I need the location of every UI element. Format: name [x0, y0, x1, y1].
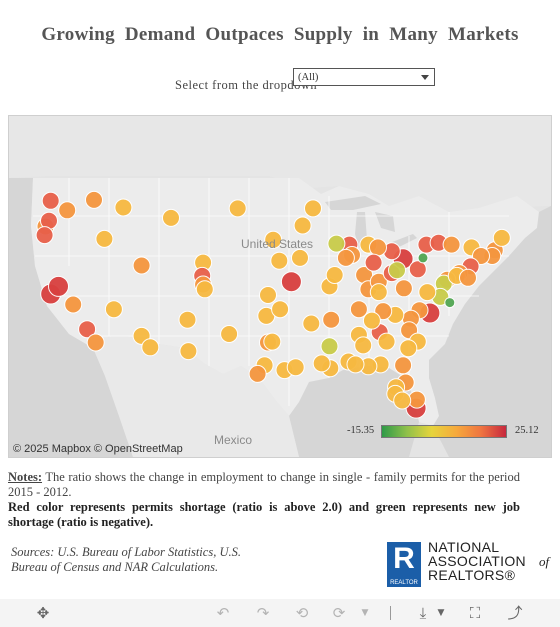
filter-dropdown[interactable]: (All) — [293, 68, 435, 86]
map-canvas[interactable] — [9, 116, 551, 457]
map-marker[interactable] — [369, 238, 387, 257]
map-marker[interactable] — [346, 355, 365, 374]
map-marker[interactable] — [220, 325, 239, 343]
page-title: Growing Demand Outpaces Supply in Many M… — [41, 24, 519, 45]
map-marker[interactable] — [322, 310, 341, 329]
realtor-r-icon: R REALTOR — [387, 542, 421, 587]
map-marker[interactable] — [320, 337, 339, 356]
map-marker[interactable] — [293, 216, 312, 235]
legend-max-label: 25.12 — [515, 425, 539, 436]
refresh-icon[interactable]: ⟳ — [332, 604, 346, 622]
toolbar-divider — [390, 606, 391, 620]
map-marker[interactable] — [132, 256, 151, 275]
pacific-ocean — [9, 178, 133, 457]
country-label-mexico: Mexico — [214, 433, 253, 447]
legend-color-bar — [381, 425, 507, 438]
chevron-down-icon[interactable]: ▼ — [361, 608, 369, 618]
map-marker[interactable] — [270, 251, 289, 270]
map-container[interactable]: United States Mexico -15.35 25.12 © 2025… — [8, 115, 552, 458]
map-marker[interactable] — [312, 354, 331, 373]
nar-wordmark: NATIONAL ASSOCIATION REALTORS® — [428, 539, 526, 583]
map-attribution[interactable]: © 2025 Mapbox © OpenStreetMap — [13, 443, 183, 455]
map-marker[interactable] — [271, 300, 290, 319]
map-marker[interactable] — [259, 286, 277, 304]
map-marker[interactable] — [264, 230, 283, 249]
atlantic-ocean — [429, 206, 551, 457]
map-marker[interactable] — [248, 364, 267, 383]
map-marker[interactable] — [104, 300, 123, 319]
map-marker[interactable] — [354, 336, 373, 355]
chevron-down-icon[interactable]: ▼ — [437, 608, 445, 618]
map-marker[interactable] — [364, 253, 383, 272]
map-marker[interactable] — [41, 191, 60, 210]
map-marker[interactable] — [444, 297, 456, 309]
map-marker[interactable] — [442, 235, 461, 254]
map-marker[interactable] — [179, 342, 198, 361]
map-marker[interactable] — [85, 190, 103, 209]
nar-wordmark-of: of — [539, 554, 550, 569]
map-markers — [35, 190, 511, 419]
map-marker[interactable] — [78, 320, 97, 339]
redo-icon[interactable]: ↷ — [256, 604, 270, 622]
map-marker[interactable] — [304, 199, 322, 218]
map-marker[interactable] — [291, 248, 309, 267]
nar-logo: R REALTOR NATIONAL ASSOCIATION REALTORS®… — [385, 540, 555, 590]
country-label-united-states: United States — [241, 237, 314, 251]
map-marker[interactable] — [327, 234, 346, 253]
mexico-landmass — [93, 336, 299, 457]
map-marker[interactable] — [195, 280, 214, 299]
notes-block: Notes: The ratio shows the change in emp… — [8, 470, 520, 530]
filter-label: Select from the dropdown — [175, 78, 318, 92]
map-marker[interactable] — [263, 332, 282, 351]
map-marker[interactable] — [377, 332, 396, 351]
map-marker[interactable] — [162, 208, 180, 227]
map-marker[interactable] — [228, 199, 247, 218]
map-marker[interactable] — [336, 248, 355, 267]
undo-icon[interactable]: ↶ — [216, 604, 230, 622]
revert-icon[interactable]: ⟲ — [295, 604, 309, 622]
map-marker[interactable] — [418, 283, 437, 302]
map-marker[interactable] — [58, 201, 77, 220]
map-marker[interactable] — [141, 338, 160, 357]
sources-text: Sources: U.S. Bureau of Labor Statistics… — [11, 545, 241, 574]
map-marker[interactable] — [459, 268, 477, 287]
lake-superior — [325, 196, 381, 210]
notes-line2: Red color represents permits shortage (r… — [8, 500, 520, 529]
map-marker[interactable] — [417, 252, 429, 264]
lake-huron — [375, 212, 395, 232]
map-marker[interactable] — [369, 283, 388, 302]
map-marker[interactable] — [492, 228, 511, 247]
map-marker[interactable] — [399, 339, 418, 358]
map-marker[interactable] — [86, 333, 105, 352]
map-marker[interactable] — [95, 229, 114, 248]
map-marker[interactable] — [388, 261, 406, 280]
map-marker[interactable] — [408, 260, 427, 279]
download-icon[interactable]: ⤓ — [419, 604, 427, 622]
share-icon[interactable]: ⤴ — [507, 604, 523, 622]
legend-min-label: -15.35 — [347, 425, 375, 436]
canada-landmass — [9, 116, 551, 212]
map-marker[interactable] — [48, 275, 69, 297]
notes-line1: The ratio shows the change in employment… — [8, 470, 520, 499]
map-marker[interactable] — [64, 295, 83, 314]
filter-selected-value: (All) — [298, 72, 319, 83]
map-marker[interactable] — [394, 356, 413, 375]
map-marker[interactable] — [394, 279, 413, 298]
map-marker[interactable] — [325, 266, 344, 284]
map-marker[interactable] — [393, 391, 412, 410]
chevron-down-icon — [421, 75, 429, 80]
map-marker[interactable] — [286, 358, 305, 377]
map-marker[interactable] — [302, 314, 321, 333]
map-marker[interactable] — [178, 310, 197, 329]
map-marker[interactable] — [114, 198, 133, 217]
notes-header: Notes: — [8, 470, 43, 484]
map-marker[interactable] — [35, 226, 54, 245]
move-icon[interactable]: ✥ — [36, 604, 50, 622]
toolbar: ✥ ↶ ↷ ⟲ ⟳ ▼ ⤓ ▼ ⛶ ⤴ — [0, 599, 560, 627]
fullscreen-icon[interactable]: ⛶ — [469, 604, 481, 622]
map-marker[interactable] — [362, 311, 381, 330]
map-marker[interactable] — [349, 300, 368, 319]
map-marker[interactable] — [280, 271, 302, 293]
